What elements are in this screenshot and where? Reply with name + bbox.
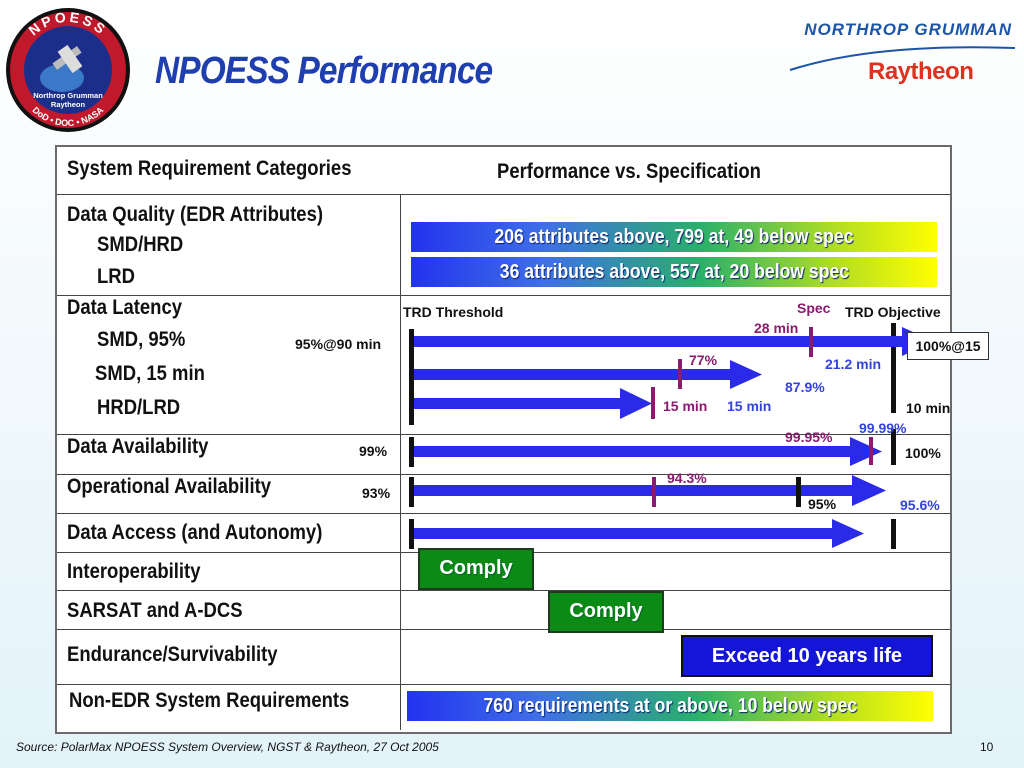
row-label-non-edr: Non-EDR System Requirements (69, 689, 350, 712)
availability-threshold-value: 99% (359, 443, 388, 459)
availability-objective-value: 100% (905, 445, 941, 461)
column-header-categories: System Requirement Categories (67, 157, 352, 180)
raytheon-logo: Raytheon (868, 58, 974, 85)
availability-arrow (414, 437, 882, 466)
npoess-seal-logo: NPOESS DoD • DOC • NASA Northrop Grumman… (4, 6, 132, 134)
smd95-spec-tick (809, 327, 813, 357)
row-label-data-latency: Data Latency (67, 296, 183, 319)
sarsat-status-badge: Comply (548, 591, 664, 633)
trd-threshold-label: TRD Threshold (403, 304, 504, 320)
row-sublabel-lrd: LRD (97, 265, 135, 288)
page-number: 10 (980, 740, 994, 754)
row-sublabel-smd-15: SMD, 15 min (95, 362, 205, 385)
hrd-performance-value: 15 min (727, 398, 772, 414)
access-objective-tick (891, 519, 896, 549)
hrd-objective-value: 10 min (906, 400, 951, 416)
smd15-arrow (414, 360, 762, 389)
availability-spec-tick (869, 437, 873, 465)
access-threshold-tick (409, 519, 414, 549)
endurance-status-badge: Exceed 10 years life (681, 635, 933, 677)
row-divider (57, 474, 950, 475)
spec-label: Spec (797, 300, 831, 316)
smd95-spec-value: 28 min (754, 320, 799, 336)
smd95-arrow (414, 327, 934, 356)
availability-performance-value: 99.99% (859, 420, 907, 436)
smd95-threshold-value: 95%@90 min (295, 336, 382, 352)
swoosh-icon (789, 46, 1016, 71)
objective-tick-latency (891, 323, 896, 413)
smd15-spec-tick (678, 359, 682, 389)
row-label-sarsat: SARSAT and A-DCS (67, 599, 243, 622)
hrd-spec-tick (651, 387, 655, 419)
access-arrow (414, 519, 864, 548)
opavail-objective-tick (796, 477, 801, 507)
row-divider (57, 629, 950, 630)
row-divider (57, 434, 950, 435)
row-label-data-access: Data Access (and Autonomy) (67, 521, 323, 544)
row-divider (57, 295, 950, 296)
opavail-performance-value: 95.6% (900, 497, 940, 513)
opavail-arrow (414, 475, 886, 506)
row-divider (57, 684, 950, 685)
svg-text:Northrop Grumman: Northrop Grumman (33, 91, 103, 100)
bar-non-edr-requirements: 760 requirements at or above, 10 below s… (407, 691, 933, 721)
opavail-threshold-tick (409, 477, 414, 507)
smd15-performance-value: 87.9% (785, 379, 825, 395)
opavail-spec-value: 94.3% (667, 470, 707, 486)
availability-threshold-tick (409, 437, 414, 467)
bar-lrd-attributes: 36 attributes above, 557 at, 20 below sp… (411, 257, 937, 287)
row-sublabel-smd-95: SMD, 95% (97, 328, 186, 351)
row-label-operational-availability: Operational Availability (67, 475, 272, 498)
svg-text:Raytheon: Raytheon (51, 100, 86, 109)
performance-table: System Requirement Categories Performanc… (55, 145, 989, 734)
source-citation: Source: PolarMax NPOESS System Overview,… (16, 740, 439, 754)
opavail-threshold-value: 93% (362, 485, 391, 501)
hrd-lrd-arrow (414, 388, 652, 419)
smd95-performance-value: 21.2 min (825, 356, 882, 372)
row-label-interoperability: Interoperability (67, 560, 201, 583)
bar-smd-hrd-attributes: 206 attributes above, 799 at, 49 below s… (411, 222, 937, 252)
row-label-endurance: Endurance/Survivability (67, 643, 278, 666)
row-divider (57, 590, 950, 591)
row-sublabel-hrd-lrd: HRD/LRD (97, 396, 181, 419)
interoperability-status-badge: Comply (418, 548, 534, 590)
row-label-data-availability: Data Availability (67, 435, 209, 458)
row-divider (57, 194, 950, 195)
northrop-grumman-logo: NORTHROP GRUMMAN (804, 20, 1012, 39)
row-label-data-quality: Data Quality (EDR Attributes) (67, 203, 324, 226)
column-divider (400, 195, 401, 730)
opavail-objective-value: 95% (808, 496, 837, 512)
page-title: NPOESS Performance (155, 50, 493, 92)
column-header-performance: Performance vs. Specification (497, 160, 761, 183)
smd15-spec-value: 77% (689, 352, 718, 368)
threshold-tick-latency (409, 329, 414, 425)
trd-objective-label: TRD Objective (845, 304, 941, 320)
opavail-spec-tick (652, 477, 656, 507)
availability-spec-value: 99.95% (785, 429, 833, 445)
smd95-objective-value: 100%@15 (907, 332, 989, 360)
hrd-spec-value: 15 min (663, 398, 708, 414)
row-sublabel-smd-hrd: SMD/HRD (97, 233, 184, 256)
row-divider (57, 513, 950, 514)
availability-objective-tick (891, 429, 896, 465)
